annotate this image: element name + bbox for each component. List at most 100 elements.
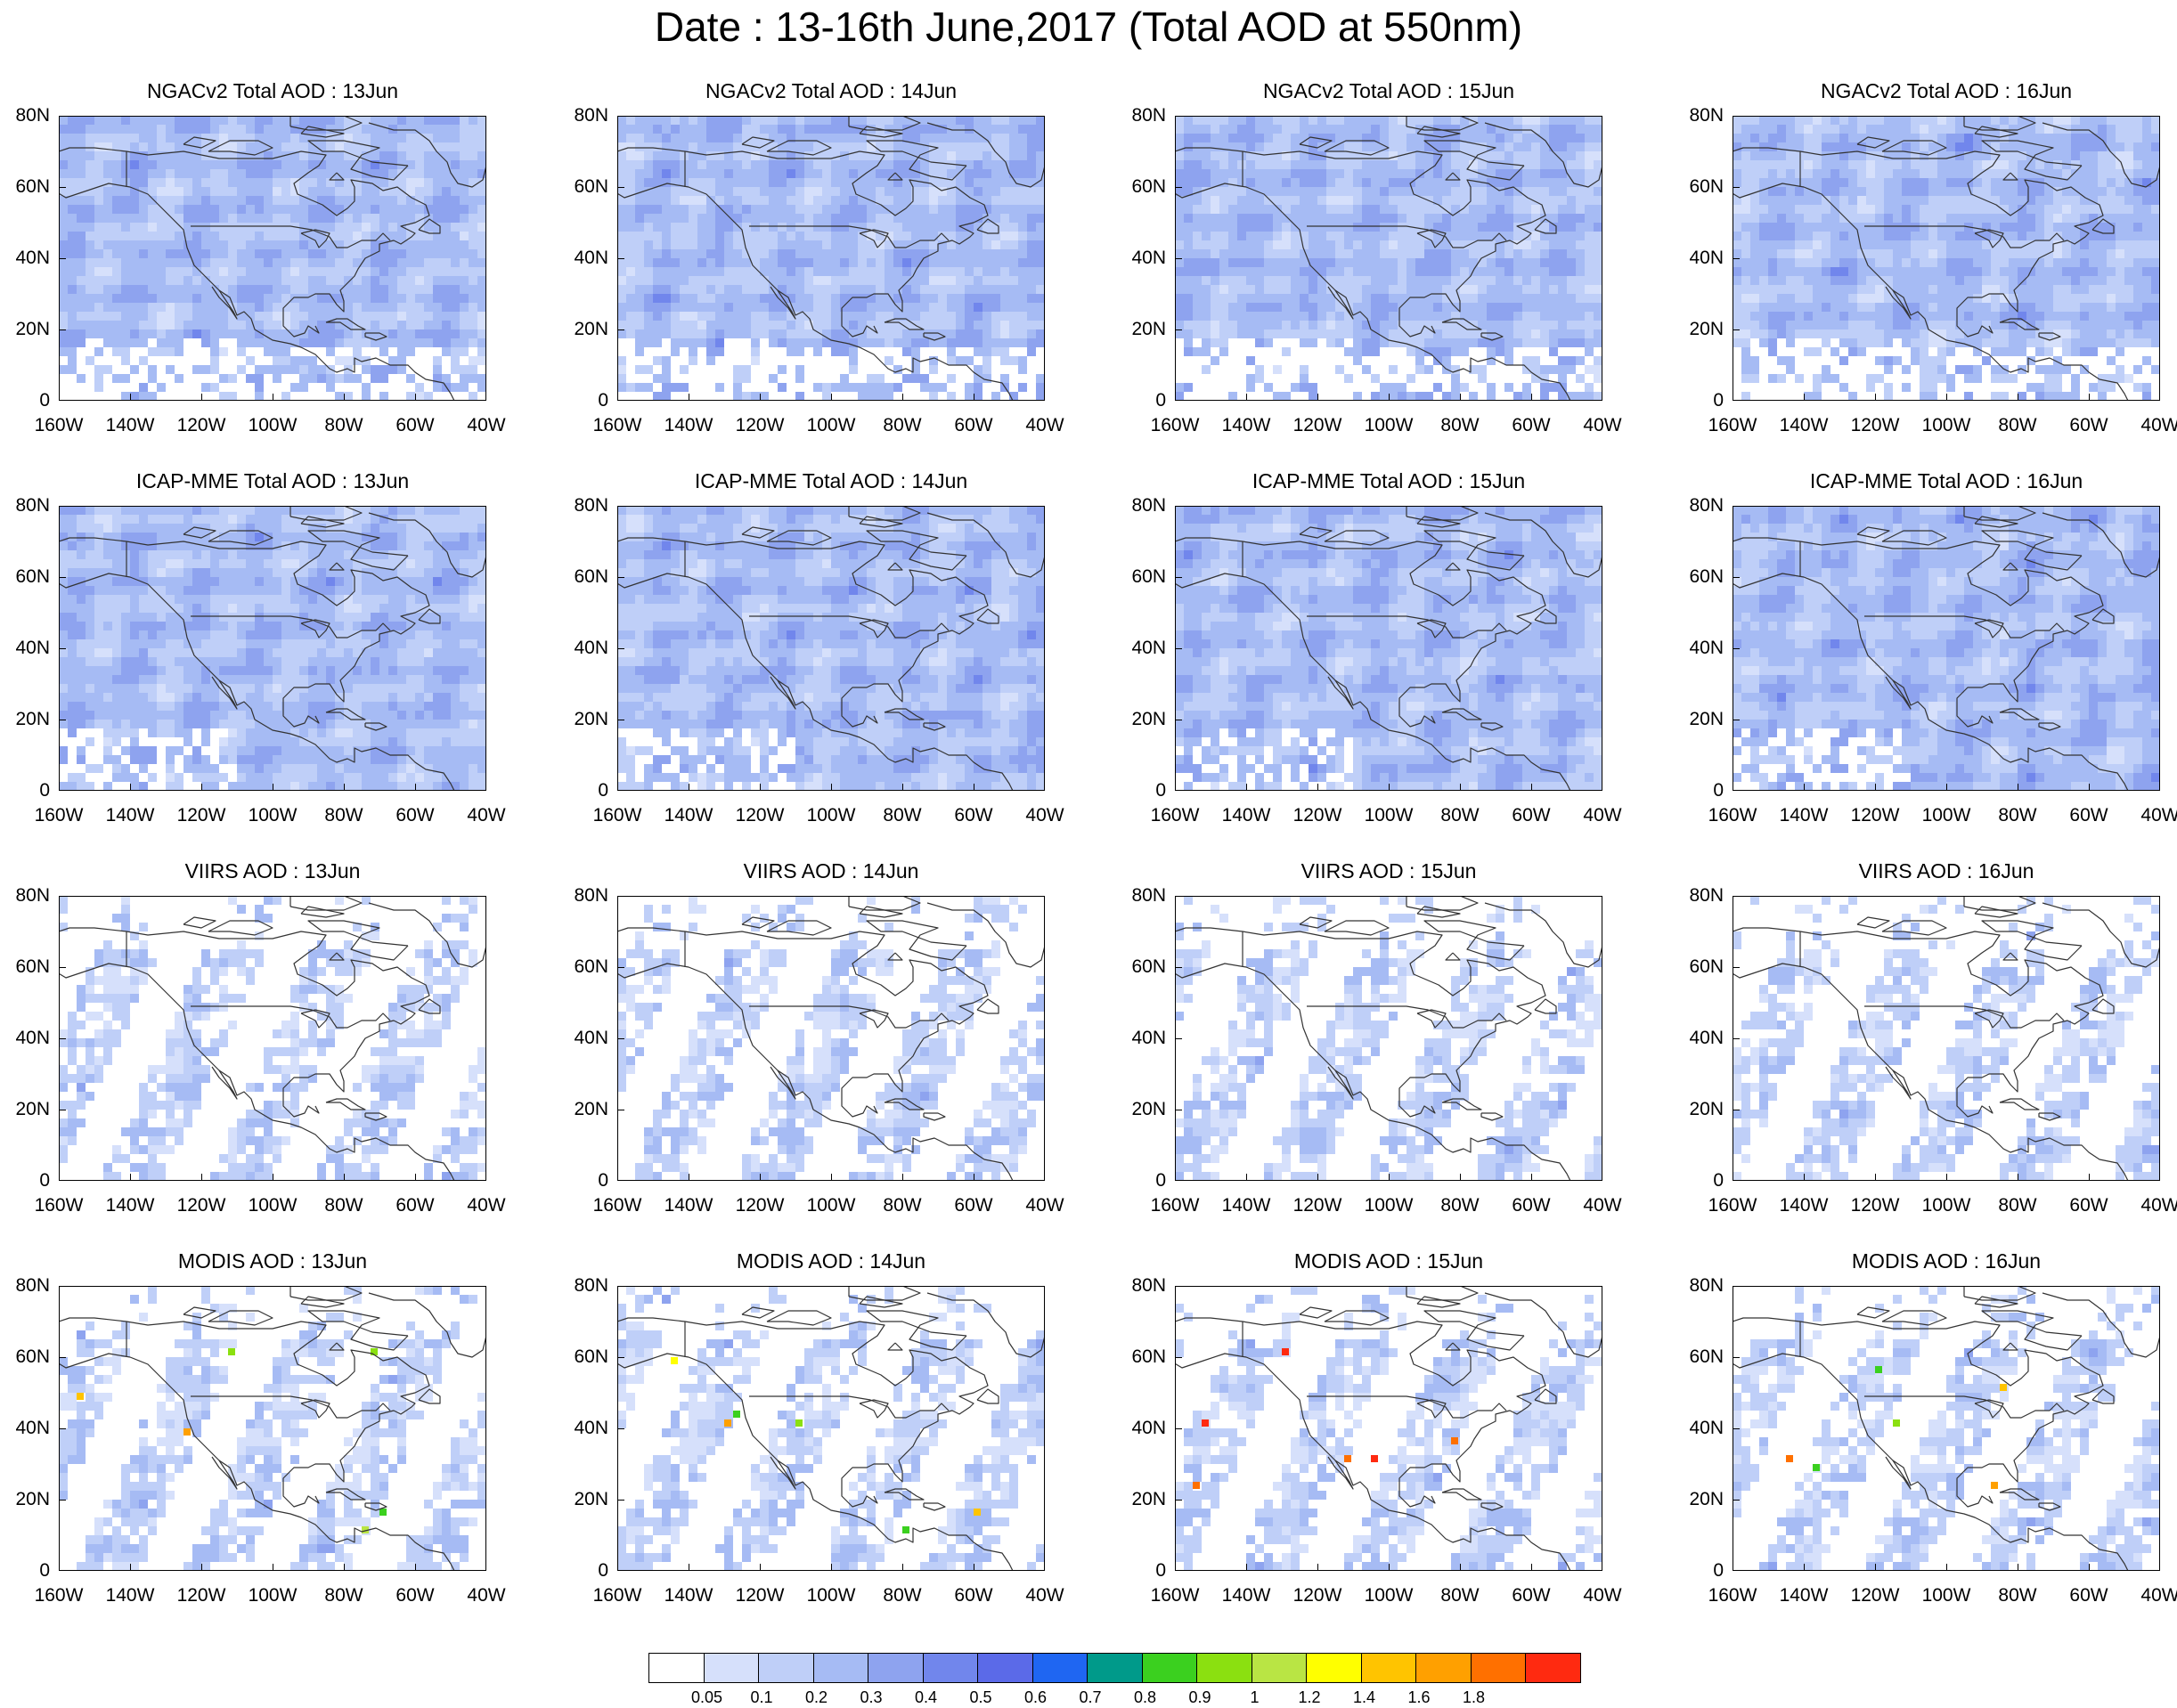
aod-cell [1857, 196, 1866, 205]
aod-cell [1309, 187, 1317, 196]
aod-cell [965, 321, 974, 329]
aod-cell [947, 329, 956, 338]
aod-cell [1380, 338, 1389, 347]
aod-cell [371, 312, 379, 321]
aod-cell [1018, 116, 1027, 125]
aod-cell [1946, 187, 1955, 196]
aod-cell [929, 187, 938, 196]
aod-cell [219, 169, 228, 178]
aod-cell [1937, 142, 1946, 151]
aod-cell [1759, 187, 1768, 196]
aod-cell [876, 329, 885, 338]
aod-cell [1875, 187, 1884, 196]
aod-cell [1902, 205, 1911, 214]
aod-cell [1264, 169, 1273, 178]
aod-cell [1946, 214, 1955, 223]
aod-cell [299, 205, 308, 214]
aod-cell [2053, 142, 2062, 151]
aod-cell [1228, 178, 1237, 187]
aod-cell [469, 232, 477, 240]
aod-cell [1291, 303, 1300, 312]
aod-cell [644, 187, 653, 196]
aod-cell [1531, 303, 1540, 312]
aod-cell [1522, 142, 1531, 151]
lon-tick-label: 100W [806, 415, 856, 435]
aod-cell [1193, 303, 1202, 312]
aod-cell [477, 142, 486, 151]
aod-cell [1920, 151, 1928, 160]
aod-cell [1309, 232, 1317, 240]
aod-cell [362, 303, 371, 312]
aod-cell [1009, 134, 1018, 142]
aod-cell [911, 338, 920, 347]
aod-cell [1362, 329, 1371, 338]
aod-cell [644, 249, 653, 258]
aod-cell [1982, 151, 1991, 160]
aod-cell [237, 151, 246, 160]
aod-cell [1326, 125, 1335, 134]
aod-cell [1875, 169, 1884, 178]
aod-cell [103, 312, 112, 321]
aod-cell [1469, 232, 1478, 240]
aod-cell [1585, 267, 1594, 276]
aod-cell [1478, 205, 1487, 214]
aod-cell [1000, 116, 1009, 125]
aod-cell [1585, 312, 1594, 321]
aod-cell [626, 312, 635, 321]
aod-cell [1291, 196, 1300, 205]
aod-cell [920, 374, 929, 383]
aod-cell [760, 169, 769, 178]
aod-cell [2142, 160, 2151, 169]
aod-cell [1291, 232, 1300, 240]
aod-cell [1246, 178, 1255, 187]
aod-cell [751, 276, 760, 285]
aod-cell [451, 142, 460, 151]
aod-cell [166, 142, 175, 151]
aod-cell [680, 267, 689, 276]
aod-cell [469, 312, 477, 321]
aod-cell [2124, 223, 2133, 232]
aod-cell [1558, 178, 1567, 187]
aod-cell [157, 169, 166, 178]
aod-cell [751, 232, 760, 240]
aod-cell [1317, 223, 1326, 232]
aod-cell [1317, 321, 1326, 329]
aod-cell [2053, 240, 2062, 249]
aod-cell [148, 329, 157, 338]
aod-cell [433, 187, 442, 196]
aod-cell [635, 232, 644, 240]
aod-cell [653, 116, 662, 125]
aod-cell [1036, 267, 1045, 276]
aod-cell [804, 240, 813, 249]
aod-cell [1531, 196, 1540, 205]
aod-cell [1839, 249, 1848, 258]
aod-cell [938, 214, 947, 223]
aod-cell [228, 321, 237, 329]
aod-cell [353, 160, 362, 169]
aod-cell [281, 151, 290, 160]
aod-cell [442, 294, 451, 303]
aod-cell [1184, 321, 1193, 329]
aod-cell [273, 267, 281, 276]
aod-cell [1451, 240, 1460, 249]
aod-cell [1911, 142, 1920, 151]
aod-cell [371, 187, 379, 196]
aod-cell [1000, 196, 1009, 205]
aod-cell [237, 329, 246, 338]
aod-cell [831, 249, 840, 258]
aod-cell [1000, 312, 1009, 321]
aod-cell [1585, 196, 1594, 205]
aod-cell [911, 374, 920, 383]
aod-cell [255, 196, 264, 205]
aod-cell [635, 187, 644, 196]
aod-cell [2142, 214, 2151, 223]
aod-cell [1522, 356, 1531, 365]
aod-cell [1424, 178, 1433, 187]
aod-cell [424, 196, 433, 205]
aod-cell [1371, 329, 1380, 338]
aod-cell [1433, 223, 1442, 232]
aod-cell [1406, 187, 1415, 196]
aod-cell [974, 249, 983, 258]
aod-cell [1786, 214, 1795, 223]
aod-cell [299, 178, 308, 187]
